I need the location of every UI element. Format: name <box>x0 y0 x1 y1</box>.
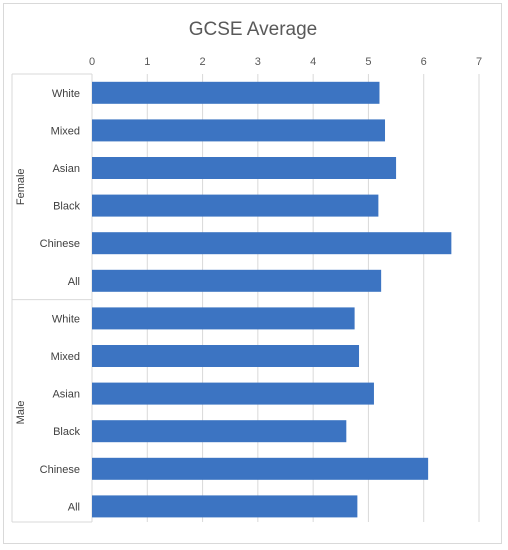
bar-male-white <box>92 307 355 330</box>
bar-female-all <box>92 269 382 292</box>
bar-female-mixed <box>92 119 386 142</box>
category-label: Mixed <box>51 125 80 137</box>
x-tick-label: 2 <box>200 56 206 68</box>
bars <box>92 81 452 518</box>
group-label-female: Female <box>15 168 27 205</box>
x-tick-label: 6 <box>421 56 427 68</box>
category-label: Asian <box>52 389 80 401</box>
group-label-male: Male <box>15 400 27 424</box>
bar-male-mixed <box>92 345 360 367</box>
category-label: Chinese <box>40 464 80 476</box>
bar-male-chinese <box>92 457 429 480</box>
category-label: White <box>52 88 80 100</box>
chart-title: GCSE Average <box>189 19 318 40</box>
category-label: White <box>52 313 80 325</box>
group-labels: Female Male <box>15 168 27 424</box>
bar-female-black <box>92 194 379 217</box>
bar-male-asian <box>92 382 374 405</box>
category-label: Mixed <box>51 351 80 363</box>
category-labels: White Mixed Asian Black Chinese All White Mixed… <box>40 88 81 514</box>
x-tick-label: 3 <box>255 56 261 68</box>
category-label: All <box>68 501 80 513</box>
x-tick-label: 0 <box>89 56 95 68</box>
x-tick-label: 7 <box>476 56 482 68</box>
x-tick-label: 4 <box>310 56 316 68</box>
gridlines <box>11 73 480 523</box>
category-label: All <box>68 276 80 288</box>
bar-male-all <box>92 495 358 518</box>
bar-female-chinese <box>92 232 452 255</box>
x-tick-label: 5 <box>365 56 371 68</box>
category-label: Black <box>53 426 80 438</box>
x-tick-label: 1 <box>144 56 150 68</box>
category-label: Chinese <box>40 238 80 250</box>
category-label: Asian <box>52 163 80 175</box>
x-axis-ticks: 0 1 2 3 4 5 6 7 <box>89 56 482 68</box>
bar-male-black <box>92 420 347 443</box>
bar-female-white <box>92 81 380 104</box>
category-label: Black <box>53 201 80 213</box>
bar-female-asian <box>92 157 397 179</box>
